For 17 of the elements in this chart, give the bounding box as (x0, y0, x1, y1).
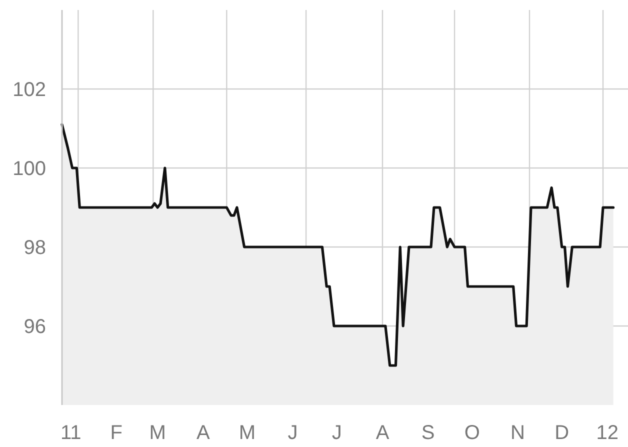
x-tick-label: O (464, 422, 480, 444)
x-tick-label: A (196, 422, 210, 444)
x-tick-label: 12 (596, 422, 619, 444)
x-tick-label: D (554, 422, 570, 444)
x-tick-label: M (149, 422, 166, 444)
y-tick-label: 98 (24, 237, 46, 259)
y-tick-label: 102 (12, 79, 46, 101)
x-tick-label: S (421, 422, 435, 444)
x-tick-label: J (288, 422, 298, 444)
x-tick-label: 11 (60, 422, 82, 444)
x-tick-label: M (238, 422, 256, 444)
y-tick-label: 100 (12, 158, 46, 180)
x-tick-label: A (376, 422, 390, 444)
y-tick-label: 96 (24, 316, 46, 338)
x-tick-label: N (510, 422, 525, 444)
x-tick-label: F (110, 422, 123, 444)
x-tick-label: J (332, 422, 342, 444)
